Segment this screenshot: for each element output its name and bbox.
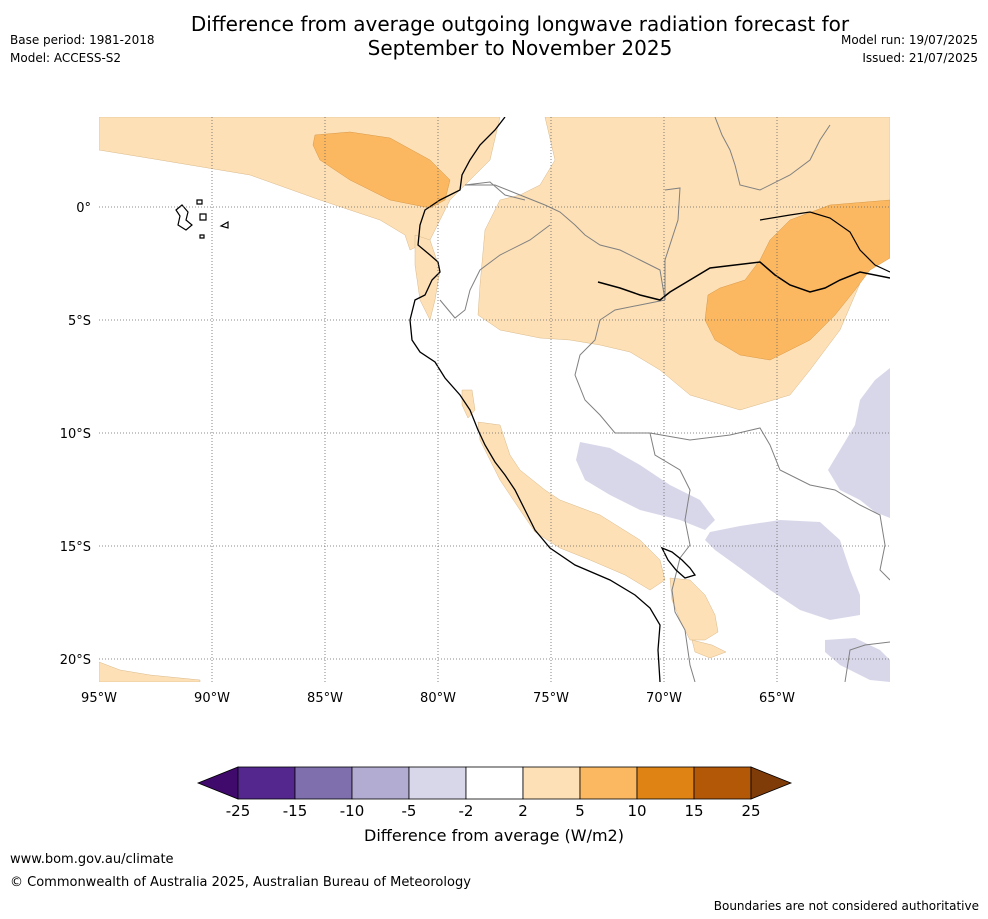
anomaly-region-southeast (825, 638, 890, 682)
anomaly-region-ecuador-coast (414, 234, 441, 321)
anomaly-5-to-10 (312, 131, 890, 361)
lon-label-80w: 80°W (420, 691, 456, 706)
border-ecuador-peru-south (439, 224, 551, 319)
colorbar-tick-label: 25 (741, 802, 760, 820)
border-bolivia-brazil (649, 427, 886, 546)
colorbar-tick-label: -5 (402, 802, 417, 820)
border-ecuador-colombia (464, 181, 526, 201)
anomaly-region-southwest (99, 661, 201, 682)
coastline-pacific (409, 117, 661, 682)
colorbar-tick-label: -2 (459, 802, 474, 820)
footer-url: www.bom.gov.au/climate (10, 852, 174, 867)
lon-label-70w: 70°W (646, 691, 682, 706)
amazon-river (597, 261, 890, 301)
amazon-river-north (759, 211, 890, 273)
colorbar-label: Difference from average (W/m2) (364, 826, 624, 845)
colorbar-segment (636, 766, 695, 800)
colorbar: -25 -15 -10 -5 -2 2 5 10 15 25 (196, 766, 793, 820)
galapagos-isabela (175, 204, 193, 231)
colorbar-segment (237, 766, 296, 800)
anomaly-region-peru-coast-2 (477, 421, 666, 591)
anomaly-region-pacific-5-10 (312, 131, 451, 209)
colorbar-tick-label: -15 (283, 802, 308, 820)
anomaly-region-andes-south (669, 577, 719, 641)
map-area (99, 117, 890, 682)
colorbar-segment (294, 766, 353, 800)
footer-disclaimer: Boundaries are not considered authoritat… (713, 899, 979, 913)
colorbar-tick-label: 10 (627, 802, 646, 820)
colorbar-segment (579, 766, 638, 800)
border-bolivia-paraguay (879, 544, 890, 581)
border-bolivia-chile (671, 557, 696, 682)
anomaly-region-bolivia-north (576, 442, 715, 530)
title-line-1: Difference from average outgoing longwav… (190, 12, 850, 36)
footer-copyright: © Commonwealth of Australia 2025, Austra… (10, 875, 471, 890)
lon-label-65w: 65°W (759, 691, 795, 706)
galapagos-san-cristobal (219, 220, 229, 229)
galapagos-small-2 (199, 234, 205, 239)
colorbar-segment (522, 766, 581, 800)
colorbar-segment (465, 766, 524, 800)
gridlines (99, 117, 890, 682)
issued-date: Issued: 21/07/2025 (862, 51, 978, 65)
lon-label-90w: 90°W (194, 691, 230, 706)
lon-label-75w: 75°W (533, 691, 569, 706)
model-run: Model run: 19/07/2025 (840, 33, 978, 47)
coastline-lake-titicaca (660, 546, 697, 579)
lat-label-20s: 20°S (60, 653, 91, 668)
colorbar-segment (693, 766, 752, 800)
anomaly-2-to-5 (99, 117, 890, 682)
anomaly-region-andes-south-2 (691, 639, 727, 659)
country-borders (439, 117, 890, 682)
colorbar-tick-label: 5 (575, 802, 585, 820)
colorbar-tick-label: 2 (518, 802, 528, 820)
lat-label-0: 0° (76, 201, 91, 216)
model-name: Model: ACCESS-S2 (10, 51, 122, 65)
border-colombia-brazil (664, 187, 681, 300)
lon-label-95w: 95°W (81, 691, 117, 706)
border-ecuador-peru (465, 184, 666, 301)
lat-label-10s: 10°S (60, 427, 91, 442)
anomaly-region-brazil-east (828, 368, 890, 518)
base-period: Base period: 1981-2018 (10, 33, 155, 47)
colorbar-extend-high (750, 766, 793, 800)
colorbar-tick-label: -10 (340, 802, 365, 820)
galapagos-islands (175, 199, 229, 239)
longitude-labels: 95°W 90°W 85°W 80°W 75°W 70°W 65°W (81, 691, 795, 706)
colorbar-tick-label: 15 (684, 802, 703, 820)
border-peru-bolivia (649, 432, 691, 559)
galapagos-small (196, 199, 203, 205)
colorbar-extend-low (196, 766, 239, 800)
latitude-labels: 0° 5°S 10°S 15°S 20°S (60, 201, 91, 668)
border-paraguay (844, 641, 890, 682)
lat-label-15s: 15°S (60, 540, 91, 555)
lon-label-85w: 85°W (307, 691, 343, 706)
colorbar-segment (408, 766, 467, 800)
colorbar-tick-label: -25 (226, 802, 251, 820)
anomaly-region-amazon-5-10 (704, 199, 890, 361)
coastline (409, 117, 890, 682)
border-peru-brazil (574, 299, 666, 434)
anomaly-minus-5-to-minus-2 (576, 368, 890, 682)
anomaly-region-bolivia-south (705, 520, 860, 620)
galapagos-santa-cruz (199, 213, 207, 221)
lat-label-5s: 5°S (68, 314, 91, 329)
border-colombia-venezuela (714, 117, 831, 191)
anomaly-region-peru-coast-1 (461, 389, 476, 419)
colorbar-segment (351, 766, 410, 800)
map-title: Difference from average outgoing longwav… (120, 12, 920, 60)
title-line-2: September to November 2025 (367, 36, 673, 60)
